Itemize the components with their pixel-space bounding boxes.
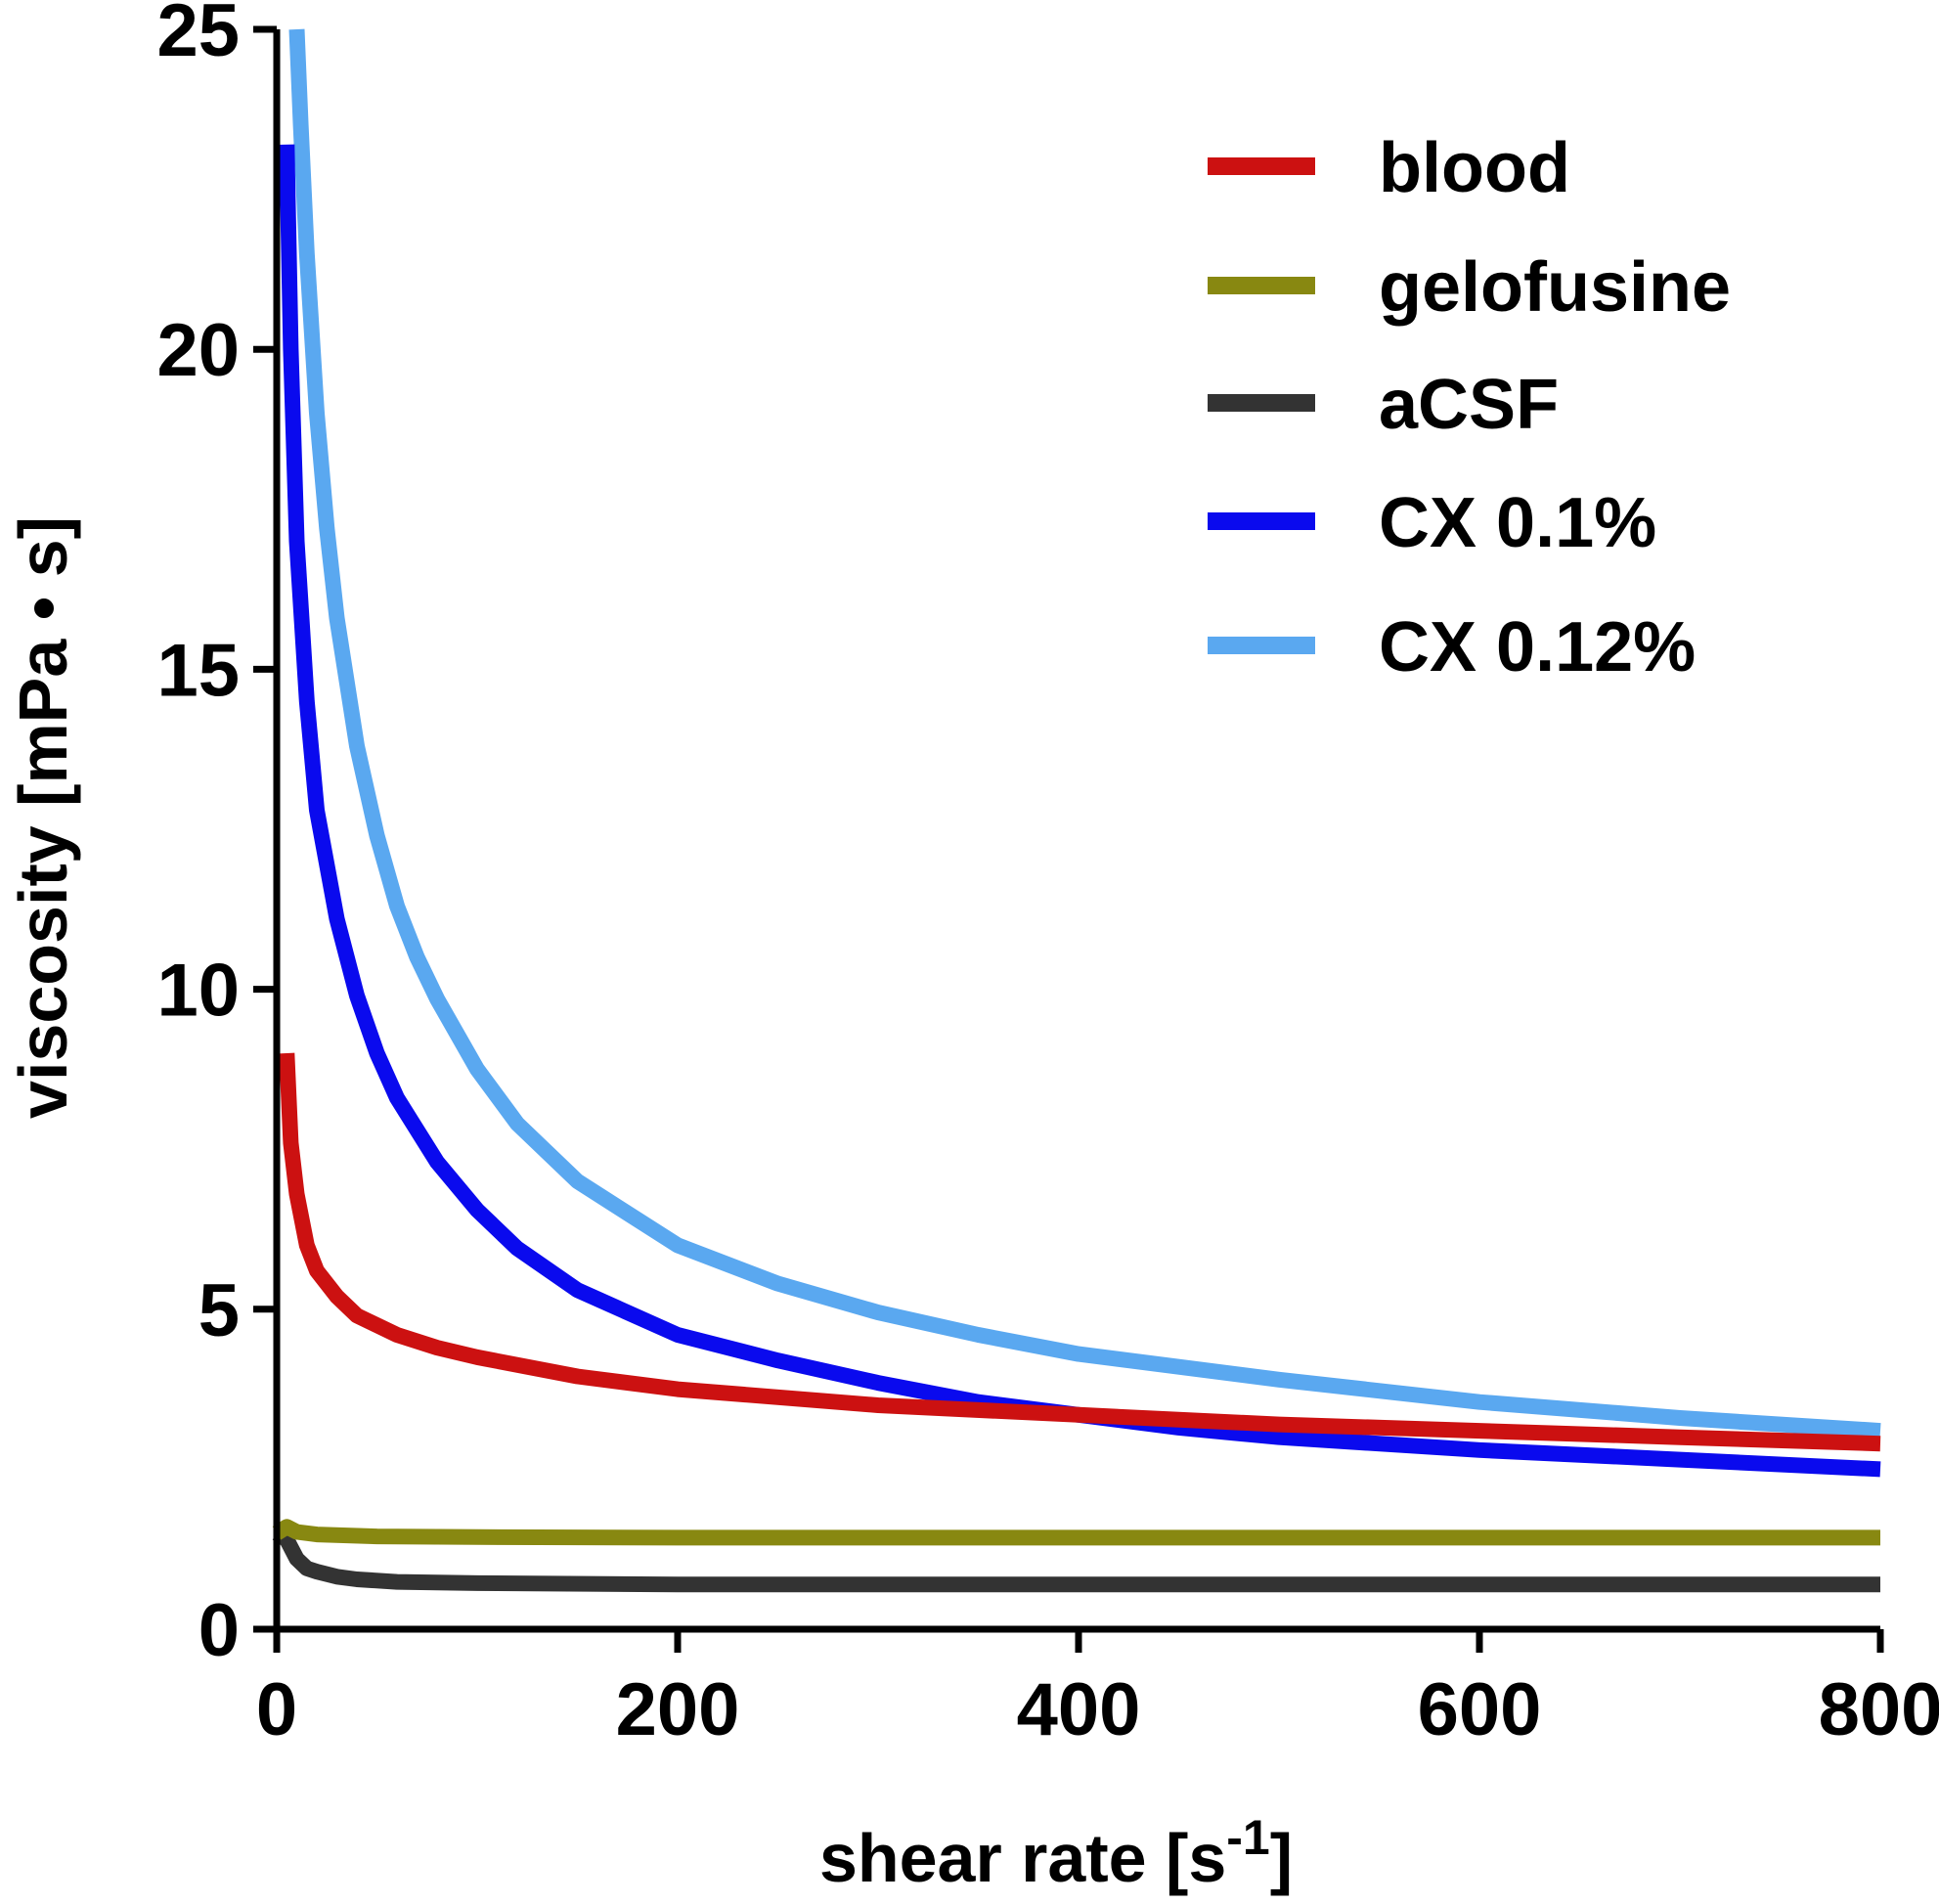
y-tick-label: 20 <box>156 309 240 392</box>
x-tick-label: 400 <box>1017 1668 1141 1751</box>
series-line-acsf <box>272 1527 1880 1593</box>
series-line-cx-0-12 <box>288 28 1881 1439</box>
x-axis-title-close: ] <box>1270 1820 1293 1896</box>
legend: blood gelofusine aCSF CX 0.1% CX 0.12% <box>1208 129 1731 686</box>
y-tick-label: 15 <box>156 629 240 712</box>
series-line-gelofusine <box>272 1519 1880 1546</box>
y-tick-label: 10 <box>156 950 240 1033</box>
x-axis-title: shear rate [s-1] <box>819 1810 1293 1896</box>
legend-label-blood: blood <box>1379 129 1570 207</box>
legend-label-cx-0-1: CX 0.1% <box>1379 484 1656 562</box>
plot-area: 0 200 400 600 800 0 5 10 15 20 25 <box>156 0 1939 1751</box>
legend-label-gelofusine: gelofusine <box>1379 248 1731 327</box>
tick-layer: 0 200 400 600 800 0 5 10 15 20 25 <box>156 0 1939 1751</box>
x-tick-label: 200 <box>616 1668 740 1751</box>
legend-label-cx-0-12: CX 0.12% <box>1379 608 1696 686</box>
series-line-blood <box>279 1052 1881 1452</box>
y-axis-title: viscosity [mPa • s] <box>5 516 81 1119</box>
y-tick-label: 0 <box>198 1589 240 1672</box>
x-axis-title-main: shear rate [s <box>819 1820 1226 1896</box>
series-line-cx-0-1 <box>279 144 1881 1478</box>
y-tick-label: 25 <box>156 0 240 72</box>
legend-label-acsf: aCSF <box>1379 366 1559 444</box>
y-tick-label: 5 <box>198 1269 240 1352</box>
series-layer <box>272 28 1881 1593</box>
x-axis-title-superscript: -1 <box>1226 1810 1269 1865</box>
x-tick-label: 600 <box>1418 1668 1542 1751</box>
x-tick-label: 0 <box>256 1668 297 1751</box>
x-tick-label: 800 <box>1819 1668 1939 1751</box>
